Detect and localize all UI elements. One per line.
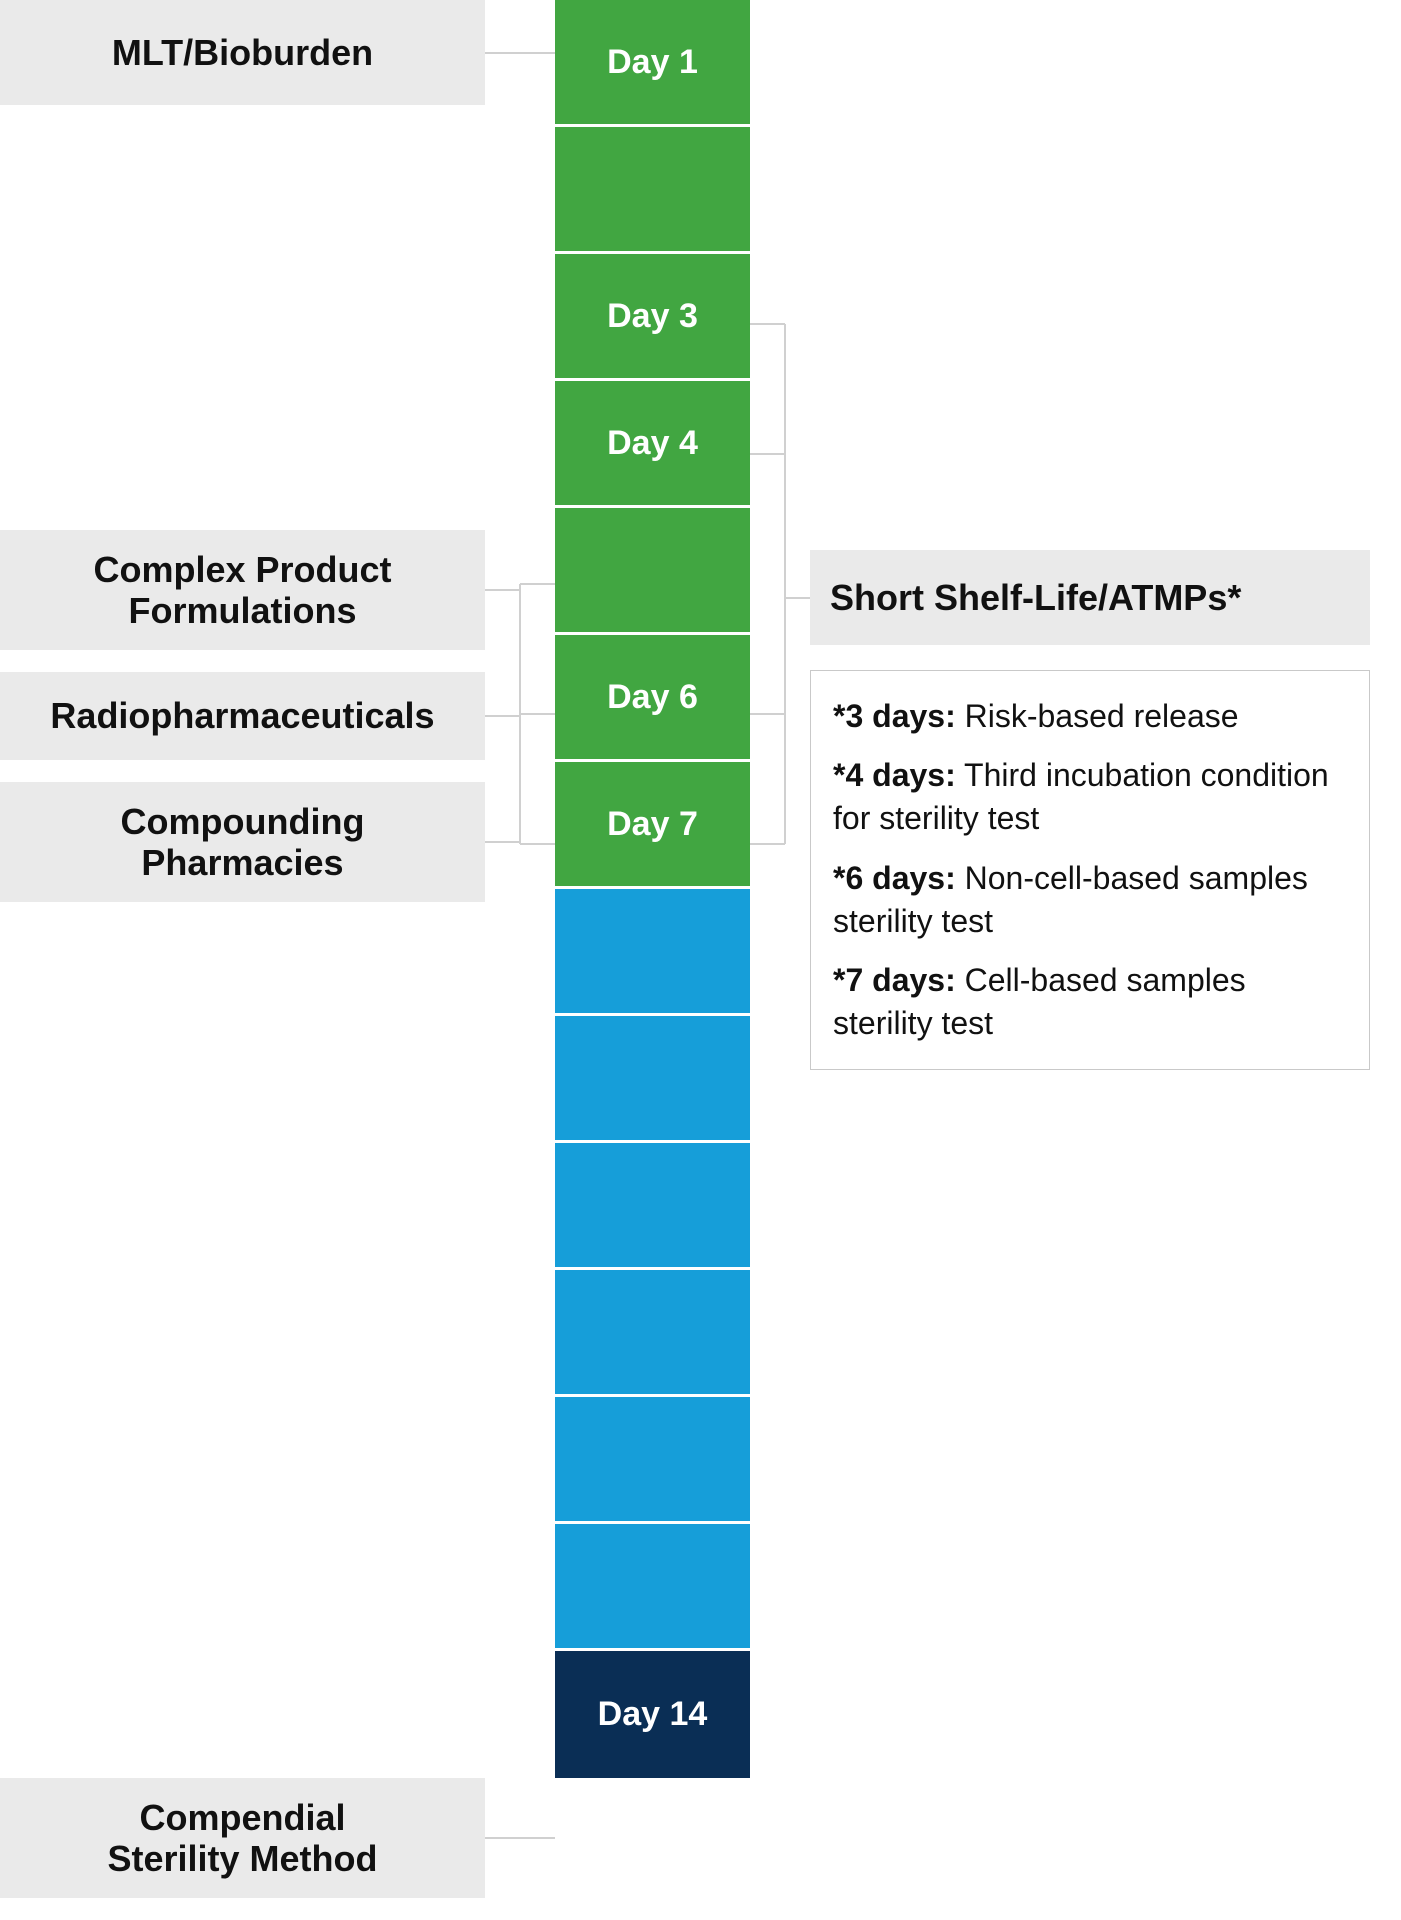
timeline-cell-day-8	[555, 889, 750, 1016]
timeline-cell-day-13	[555, 1524, 750, 1651]
short-shelf-life-text: Short Shelf-Life/ATMPs*	[830, 577, 1241, 618]
compendial-sterility-text: Compendial Sterility Method	[107, 1797, 377, 1880]
compounding-pharmacies-text: Compounding Pharmacies	[121, 801, 365, 884]
timeline-cell-label: Day 4	[607, 424, 698, 463]
radiopharmaceuticals-label: Radiopharmaceuticals	[0, 672, 485, 760]
timeline-cell-label: Day 7	[607, 805, 698, 844]
timeline-cell-day-1: Day 1	[555, 0, 750, 127]
compounding-pharmacies-label: Compounding Pharmacies	[0, 782, 485, 902]
timeline-column: Day 1 Day 3 Day 4 Day 6 Day 7 Day 14	[555, 0, 750, 1778]
timeline-cell-label: Day 3	[607, 297, 698, 336]
timeline-cell-day-9	[555, 1016, 750, 1143]
diagram-canvas: Day 1 Day 3 Day 4 Day 6 Day 7 Day 14 MLT/Biob…	[0, 0, 1401, 1920]
mlt-bioburden-text: MLT/Bioburden	[112, 32, 373, 73]
timeline-cell-day-10	[555, 1143, 750, 1270]
note-line-1: *4 days: Third incubation condition for …	[833, 754, 1347, 840]
timeline-cell-day-5	[555, 508, 750, 635]
complex-formulations-label: Complex Product Formulations	[0, 530, 485, 650]
notes-box: *3 days: Risk-based release *4 days: Thir…	[810, 670, 1370, 1070]
note-bold: *4 days:	[833, 757, 956, 793]
note-bold: *6 days:	[833, 860, 956, 896]
note-line-0: *3 days: Risk-based release	[833, 695, 1347, 738]
short-shelf-life-label: Short Shelf-Life/ATMPs*	[810, 550, 1370, 645]
note-line-3: *7 days: Cell-based samples sterility te…	[833, 959, 1347, 1045]
timeline-cell-day-6: Day 6	[555, 635, 750, 762]
note-bold: *7 days:	[833, 962, 956, 998]
mlt-bioburden-label: MLT/Bioburden	[0, 0, 485, 105]
compendial-sterility-label: Compendial Sterility Method	[0, 1778, 485, 1898]
complex-formulations-text: Complex Product Formulations	[93, 549, 391, 632]
timeline-cell-day-14: Day 14	[555, 1651, 750, 1778]
timeline-cell-day-7: Day 7	[555, 762, 750, 889]
timeline-cell-day-2	[555, 127, 750, 254]
radiopharmaceuticals-text: Radiopharmaceuticals	[50, 695, 434, 736]
timeline-cell-day-12	[555, 1397, 750, 1524]
timeline-cell-day-11	[555, 1270, 750, 1397]
note-line-2: *6 days: Non-cell-based samples sterilit…	[833, 857, 1347, 943]
timeline-cell-label: Day 6	[607, 678, 698, 717]
timeline-cell-day-4: Day 4	[555, 381, 750, 508]
note-bold: *3 days:	[833, 698, 956, 734]
note-rest: Risk-based release	[956, 698, 1239, 734]
timeline-cell-label: Day 14	[598, 1695, 708, 1734]
timeline-cell-label: Day 1	[607, 43, 698, 82]
timeline-cell-day-3: Day 3	[555, 254, 750, 381]
